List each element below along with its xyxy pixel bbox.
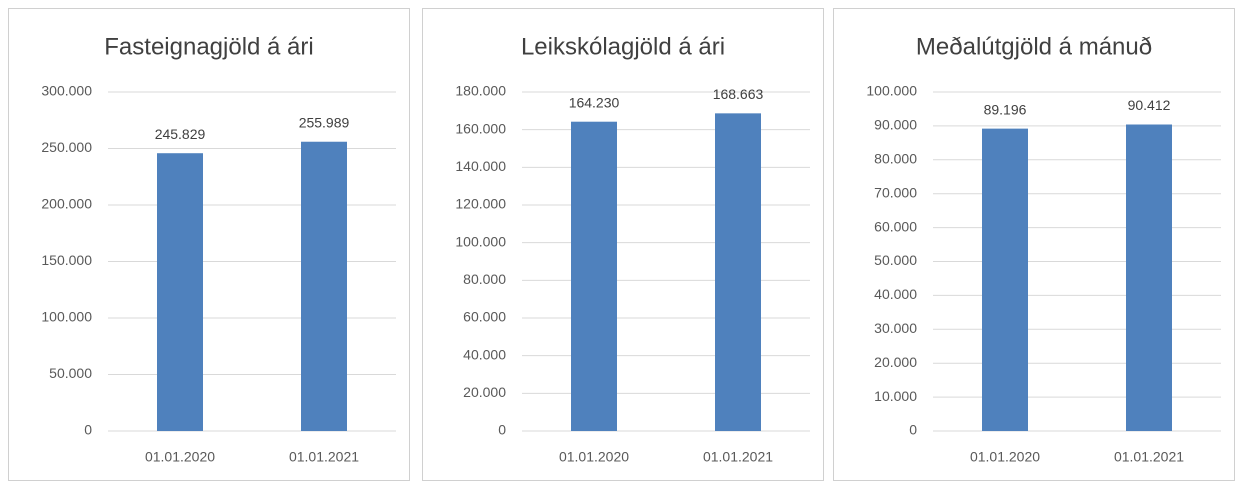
y-tick-label: 10.000 [874, 388, 917, 404]
chart-title: Fasteignagjöld á ári [104, 33, 313, 60]
y-tick-label: 0 [909, 422, 917, 438]
y-tick-label: 100.000 [41, 309, 92, 325]
y-tick-label: 0 [84, 422, 92, 438]
y-tick-label: 80.000 [463, 271, 506, 287]
y-tick-label: 0 [498, 422, 506, 438]
y-tick-label: 70.000 [874, 184, 917, 200]
bar [715, 113, 761, 431]
value-label: 255.989 [299, 114, 350, 130]
value-label: 168.663 [713, 86, 764, 102]
y-tick-label: 180.000 [455, 83, 506, 99]
x-tick-label: 01.01.2020 [145, 449, 215, 465]
y-tick-label: 100.000 [455, 233, 506, 249]
y-tick-label: 80.000 [874, 151, 917, 167]
chart-panel [8, 8, 410, 481]
value-label: 89.196 [984, 101, 1027, 117]
y-tick-label: 120.000 [455, 196, 506, 212]
chart-title: Leikskólagjöld á ári [521, 33, 725, 60]
y-tick-label: 50.000 [49, 365, 92, 381]
y-tick-label: 200.000 [41, 196, 92, 212]
y-tick-label: 300.000 [41, 83, 92, 99]
x-tick-label: 01.01.2021 [289, 449, 359, 465]
x-tick-label: 01.01.2021 [1114, 449, 1184, 465]
y-tick-label: 40.000 [463, 346, 506, 362]
chart-title: Meðalútgjöld á mánuð [916, 33, 1152, 60]
y-tick-label: 90.000 [874, 117, 917, 133]
y-tick-label: 50.000 [874, 252, 917, 268]
bar [157, 153, 203, 431]
bar [571, 121, 617, 431]
y-tick-label: 140.000 [455, 158, 506, 174]
y-tick-label: 20.000 [874, 354, 917, 370]
bar [1126, 124, 1172, 431]
y-tick-label: 250.000 [41, 139, 92, 155]
value-label: 90.412 [1128, 97, 1171, 113]
y-tick-label: 20.000 [463, 384, 506, 400]
y-tick-label: 40.000 [874, 286, 917, 302]
y-tick-label: 150.000 [41, 252, 92, 268]
y-tick-label: 100.000 [866, 83, 917, 99]
y-tick-label: 30.000 [874, 320, 917, 336]
value-label: 164.230 [569, 94, 620, 110]
y-tick-label: 60.000 [463, 309, 506, 325]
y-tick-label: 160.000 [455, 120, 506, 136]
x-tick-label: 01.01.2020 [970, 449, 1040, 465]
bar [982, 128, 1028, 432]
chart-panel [833, 8, 1235, 481]
x-tick-label: 01.01.2021 [703, 449, 773, 465]
bar [301, 141, 347, 432]
y-tick-label: 60.000 [874, 218, 917, 234]
value-label: 245.829 [155, 126, 206, 142]
x-tick-label: 01.01.2020 [559, 449, 629, 465]
